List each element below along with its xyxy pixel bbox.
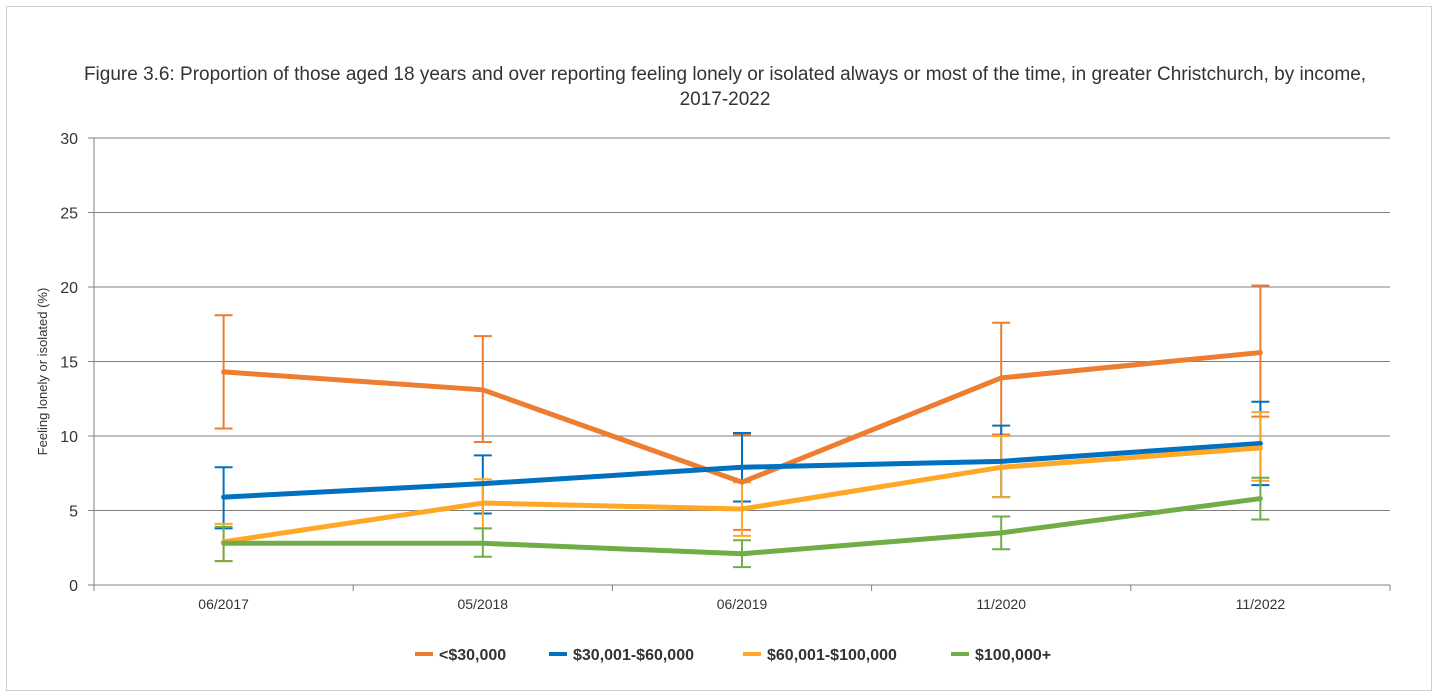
- chart-title: Figure 3.6: Proportion of those aged 18 …: [83, 64, 1367, 110]
- y-tick-label: 10: [60, 429, 78, 446]
- y-axis-label: Feeling lonely or isolated (%): [35, 288, 50, 456]
- series-line: [221, 350, 1263, 485]
- x-tick-label: 05/2018: [457, 596, 508, 612]
- y-tick-label: 25: [60, 206, 78, 223]
- y-tick-label: 30: [60, 131, 78, 148]
- legend-label: <$30,000: [439, 647, 506, 664]
- y-tick-label: 15: [60, 355, 78, 372]
- legend-label: $60,001-$100,000: [767, 647, 897, 664]
- x-tick-label: 11/2022: [1236, 596, 1286, 612]
- y-tick-label: 20: [60, 280, 78, 297]
- chart-frame: [6, 6, 1432, 691]
- series-line: [221, 445, 1263, 545]
- series-line: [221, 496, 1263, 557]
- series-line: [221, 440, 1263, 500]
- y-tick-label: 0: [69, 578, 78, 595]
- y-tick-label: 5: [69, 504, 78, 521]
- legend-label: $30,001-$60,000: [573, 647, 694, 664]
- x-tick-label: 06/2019: [717, 596, 768, 612]
- x-tick-label: 11/2020: [976, 596, 1026, 612]
- legend-label: $100,000+: [975, 647, 1051, 664]
- x-tick-label: 06/2017: [198, 596, 249, 612]
